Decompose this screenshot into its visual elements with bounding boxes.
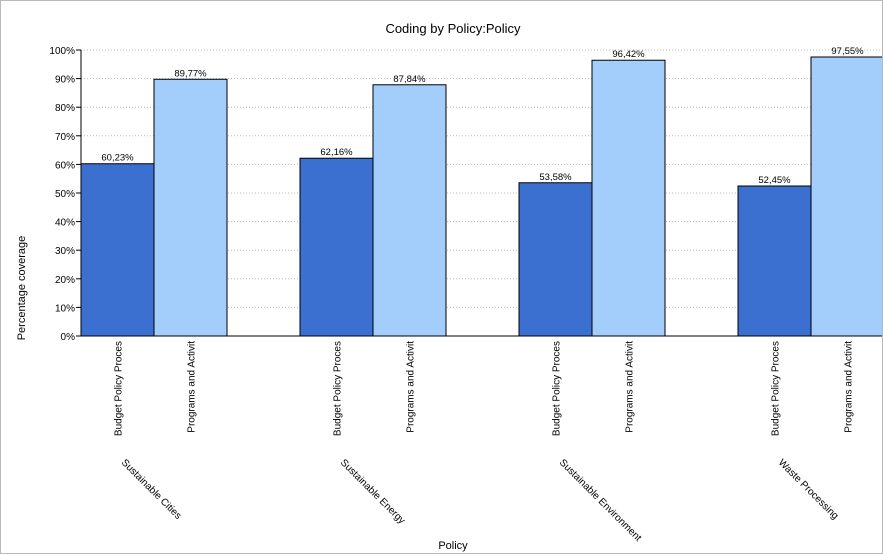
x-category-label: Sustainable Environment bbox=[557, 457, 644, 544]
y-axis-title: Percentage coverage bbox=[16, 236, 28, 341]
bar-value-label: 97,55% bbox=[831, 46, 864, 57]
chart-title: Coding by Policy:Policy bbox=[385, 21, 521, 36]
y-tick-label: 50% bbox=[55, 189, 75, 200]
y-tick-label: 20% bbox=[55, 275, 75, 286]
bar bbox=[80, 163, 155, 337]
x-series-labels: Budget Policy Proces Programs and Activit… bbox=[114, 341, 855, 436]
bar-value-label: 87,84% bbox=[393, 74, 426, 85]
value-labels: 60,23% 89,77% 62,16% 87,84% 53,58% 96,42% 52,4… bbox=[101, 46, 864, 186]
y-tick-label: 60% bbox=[55, 160, 75, 171]
x-category-label: Sustainable Cities bbox=[119, 457, 183, 521]
y-tick-label: 80% bbox=[55, 103, 75, 114]
bar bbox=[153, 78, 228, 337]
y-tick-label: 90% bbox=[55, 75, 75, 86]
bar-value-label: 96,42% bbox=[612, 49, 645, 60]
bars bbox=[80, 56, 882, 337]
bar-value-label: 62,16% bbox=[320, 147, 353, 158]
x-series-label: Programs and Activit bbox=[406, 341, 417, 433]
y-tick-label: 70% bbox=[55, 132, 75, 143]
bar bbox=[518, 182, 593, 337]
x-series-label: Programs and Activit bbox=[187, 341, 198, 433]
x-category-labels: Sustainable Cities Sustainable Energy Sust… bbox=[119, 457, 841, 544]
x-axis-title: Policy bbox=[438, 540, 468, 552]
bar bbox=[372, 84, 447, 337]
x-series-label: Budget Policy Proces bbox=[114, 341, 125, 436]
bar bbox=[810, 56, 882, 337]
x-series-label: Programs and Activit bbox=[844, 341, 855, 433]
y-tick-label: 10% bbox=[55, 303, 75, 314]
bar-value-label: 89,77% bbox=[174, 68, 207, 79]
x-series-label: Budget Policy Proces bbox=[771, 341, 782, 436]
x-category-label: Sustainable Energy bbox=[338, 457, 407, 526]
y-tick-label: 0% bbox=[61, 332, 76, 343]
y-tick-label: 30% bbox=[55, 246, 75, 257]
bar bbox=[591, 59, 666, 337]
bar bbox=[737, 185, 812, 337]
bar-value-label: 53,58% bbox=[539, 172, 572, 183]
x-series-label: Programs and Activit bbox=[625, 341, 636, 433]
x-series-label: Budget Policy Proces bbox=[552, 341, 563, 436]
bar-value-label: 60,23% bbox=[101, 153, 134, 164]
y-tick-label: 100% bbox=[49, 46, 75, 57]
y-tick-label: 40% bbox=[55, 218, 75, 229]
x-category-label: Waste Processing bbox=[776, 457, 841, 522]
bar bbox=[299, 157, 374, 337]
bar-value-label: 52,45% bbox=[758, 175, 791, 186]
x-series-label: Budget Policy Proces bbox=[333, 341, 344, 436]
